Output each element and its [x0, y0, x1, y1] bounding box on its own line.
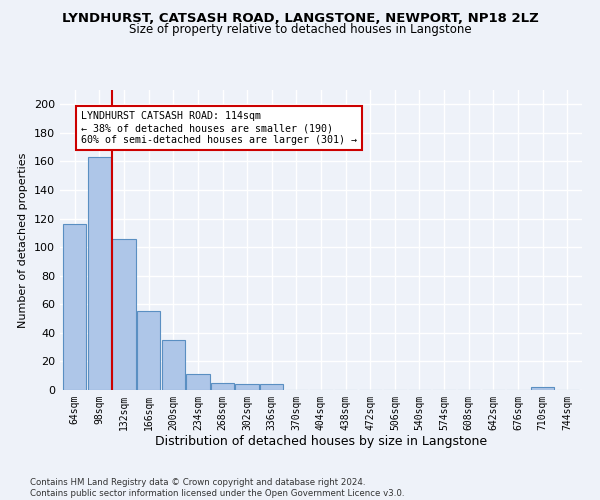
- Bar: [63, 224, 86, 390]
- Text: Contains HM Land Registry data © Crown copyright and database right 2024.
Contai: Contains HM Land Registry data © Crown c…: [30, 478, 404, 498]
- Bar: [186, 374, 209, 390]
- Text: Distribution of detached houses by size in Langstone: Distribution of detached houses by size …: [155, 435, 487, 448]
- Y-axis label: Number of detached properties: Number of detached properties: [19, 152, 28, 328]
- Bar: [161, 340, 185, 390]
- Bar: [211, 383, 234, 390]
- Bar: [88, 157, 111, 390]
- Bar: [260, 384, 283, 390]
- Bar: [531, 387, 554, 390]
- Text: LYNDHURST CATSASH ROAD: 114sqm
← 38% of detached houses are smaller (190)
60% of: LYNDHURST CATSASH ROAD: 114sqm ← 38% of …: [81, 112, 357, 144]
- Text: Size of property relative to detached houses in Langstone: Size of property relative to detached ho…: [128, 22, 472, 36]
- Bar: [235, 384, 259, 390]
- Bar: [137, 312, 160, 390]
- Text: LYNDHURST, CATSASH ROAD, LANGSTONE, NEWPORT, NP18 2LZ: LYNDHURST, CATSASH ROAD, LANGSTONE, NEWP…: [62, 12, 538, 26]
- Bar: [112, 238, 136, 390]
